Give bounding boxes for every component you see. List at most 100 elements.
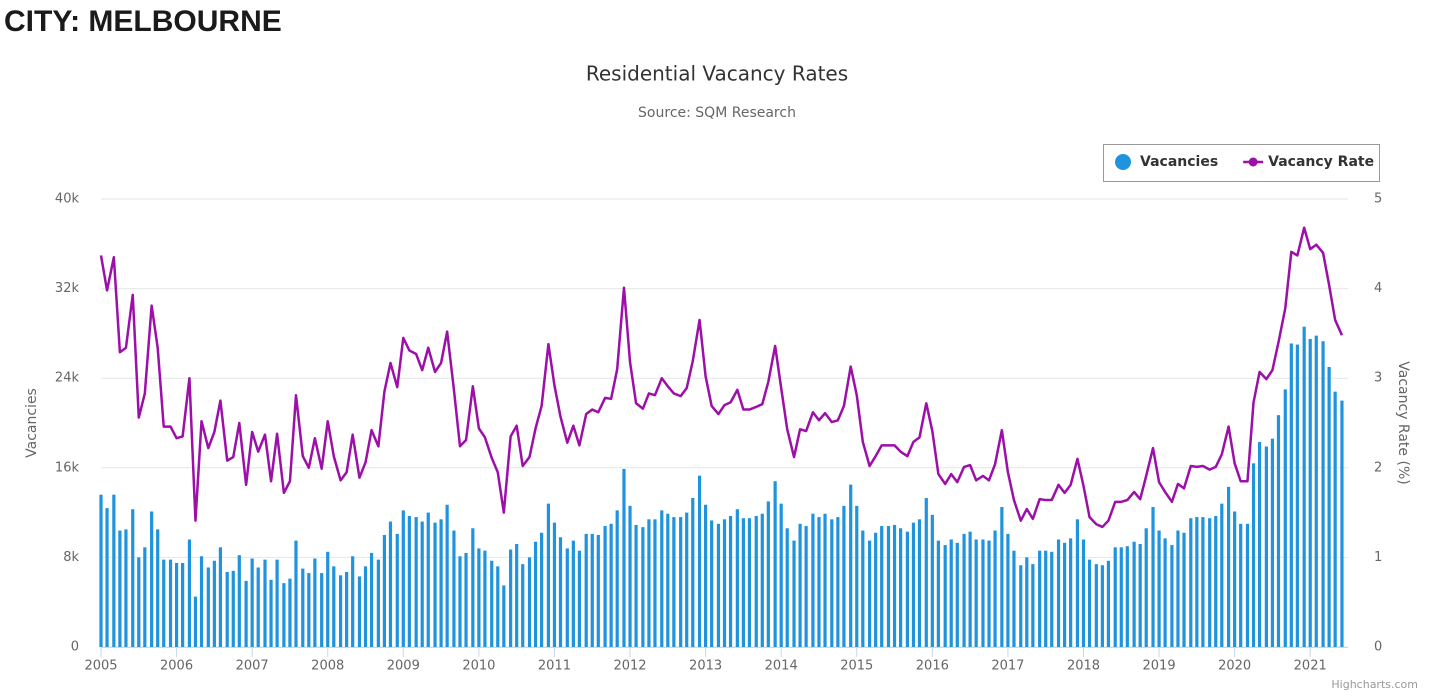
bar — [584, 533, 588, 647]
x-tick-label: 2008 — [311, 659, 344, 674]
bar — [754, 515, 758, 647]
bar — [766, 501, 770, 647]
bar — [1314, 335, 1318, 647]
bar — [471, 528, 475, 647]
bar — [747, 518, 752, 647]
bar — [773, 481, 777, 647]
y2-axis-title: Vacancy Rate (%) — [1395, 361, 1411, 484]
page-title: CITY: MELBOURNE — [4, 5, 282, 38]
bar — [1113, 547, 1117, 647]
bar — [660, 510, 664, 647]
y-tick-label: 24k — [55, 371, 80, 386]
bar — [1289, 343, 1293, 647]
bar — [1144, 528, 1148, 647]
bar — [804, 526, 808, 647]
bar — [174, 563, 179, 647]
bar — [622, 468, 626, 647]
bar — [842, 505, 846, 647]
x-tick-label: 2005 — [84, 659, 117, 674]
bar — [943, 545, 947, 647]
bar — [445, 504, 449, 647]
bar — [552, 522, 557, 647]
bar — [1006, 533, 1010, 647]
bar — [1044, 550, 1048, 647]
bar — [892, 524, 897, 647]
bar — [735, 509, 739, 647]
bar — [558, 537, 563, 647]
bar — [634, 524, 638, 647]
bar — [1138, 543, 1142, 647]
bar — [728, 515, 733, 647]
bar — [1276, 415, 1281, 647]
bar — [521, 564, 525, 647]
bar — [193, 596, 198, 647]
bar — [836, 517, 840, 647]
bar — [1031, 564, 1035, 647]
bar — [143, 547, 147, 647]
bar — [237, 555, 241, 647]
bar — [1233, 511, 1237, 647]
bar — [320, 573, 324, 647]
bar — [1056, 539, 1061, 647]
bar — [294, 540, 298, 647]
bar — [313, 558, 317, 647]
bar — [1019, 565, 1023, 647]
bar — [199, 556, 204, 647]
bar — [369, 552, 374, 647]
bar — [168, 559, 173, 647]
bar — [162, 559, 166, 647]
legend-item[interactable]: Vacancy Rate — [1243, 154, 1374, 170]
legend-symbol — [1115, 154, 1131, 170]
bar — [905, 531, 909, 647]
y2-tick-label: 1 — [1374, 550, 1382, 565]
bar — [1157, 530, 1161, 647]
bar — [936, 540, 940, 647]
credits[interactable]: Highcharts.com — [1331, 678, 1418, 691]
bar — [212, 560, 216, 647]
bar — [496, 566, 500, 647]
bar — [225, 571, 229, 647]
y2-tick-label: 0 — [1374, 640, 1382, 655]
bar — [382, 535, 387, 647]
bar — [1283, 389, 1287, 647]
bar — [609, 523, 613, 647]
bar — [357, 576, 362, 647]
bar — [615, 510, 619, 647]
bar — [949, 539, 953, 647]
x-tick-label: 2007 — [236, 659, 269, 674]
bar — [811, 513, 815, 647]
bar — [1038, 550, 1042, 647]
bar — [628, 505, 632, 647]
bar — [99, 494, 103, 647]
bar — [704, 504, 708, 647]
bar — [868, 540, 872, 647]
y-axis-title: Vacancies — [24, 388, 40, 458]
legend-label: Vacancies — [1140, 154, 1218, 170]
bar — [1000, 507, 1004, 647]
bar — [332, 566, 336, 647]
legend-item[interactable]: Vacancies — [1115, 154, 1218, 170]
bar — [930, 514, 934, 647]
bar — [898, 528, 903, 647]
line — [99, 226, 1344, 529]
bar — [1245, 523, 1250, 647]
bar — [1125, 546, 1129, 647]
x-tick-label: 2014 — [765, 659, 798, 674]
bar — [1012, 550, 1016, 647]
bar — [685, 512, 689, 647]
bar — [1264, 446, 1268, 647]
bar — [924, 498, 928, 647]
bar — [1251, 463, 1256, 647]
bar — [722, 519, 727, 647]
bar — [653, 519, 657, 647]
bar — [1119, 547, 1123, 647]
bar — [288, 578, 292, 647]
bar — [1182, 532, 1186, 647]
bar — [112, 494, 116, 647]
x-tick-label: 2013 — [689, 659, 722, 674]
bar — [993, 530, 997, 647]
bar — [710, 520, 714, 647]
bar — [533, 541, 538, 647]
bar — [1201, 517, 1205, 647]
